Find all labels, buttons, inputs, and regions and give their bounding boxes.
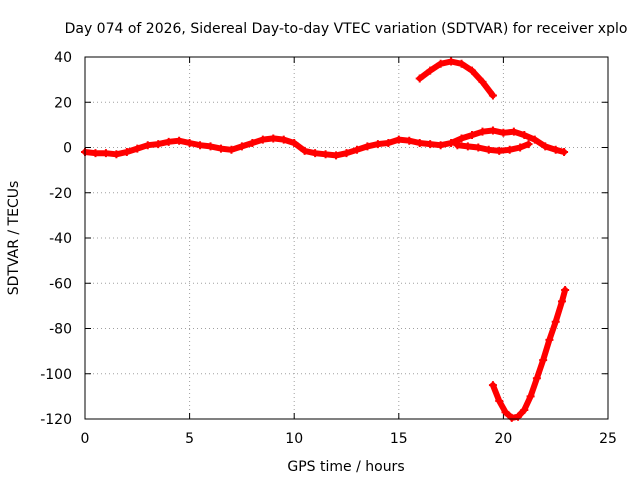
data-point-main-band xyxy=(488,126,497,135)
data-point-main-band xyxy=(101,149,110,158)
y-tick-label: -80 xyxy=(49,322,72,338)
x-tick-label: 15 xyxy=(390,431,408,447)
data-point-main-band xyxy=(373,140,382,149)
data-point-main-band xyxy=(415,138,424,147)
y-tick-label: -100 xyxy=(40,367,72,383)
data-point-upper-arc xyxy=(447,57,456,66)
data-point-secondary-band xyxy=(495,146,504,155)
data-point-main-band xyxy=(175,136,184,145)
data-point-main-band xyxy=(541,142,550,151)
data-point-lower-dip xyxy=(488,381,497,390)
data-point-main-band xyxy=(363,142,372,151)
y-tick-label: 20 xyxy=(54,95,72,111)
data-point-lower-dip xyxy=(539,356,548,365)
data-point-secondary-band xyxy=(524,140,533,149)
chart-title: Day 074 of 2026, Sidereal Day-to-day VTE… xyxy=(65,21,628,37)
x-tick-label: 25 xyxy=(599,431,617,447)
data-point-main-band xyxy=(300,146,309,155)
x-tick-label: 20 xyxy=(494,431,512,447)
data-point-main-band xyxy=(499,128,508,137)
y-tick-label: -60 xyxy=(49,276,72,292)
plot-frame xyxy=(84,56,609,420)
data-point-main-band xyxy=(551,145,560,154)
x-tick-label: 5 xyxy=(185,431,194,447)
data-point-main-band xyxy=(436,141,445,150)
data-point-main-band xyxy=(468,131,477,140)
data-point-main-band xyxy=(122,148,131,157)
data-point-main-band xyxy=(405,136,414,145)
data-point-secondary-band xyxy=(505,145,514,154)
data-point-main-band xyxy=(447,138,456,147)
data-point-upper-arc xyxy=(478,77,487,86)
y-tick-label: 0 xyxy=(63,141,72,157)
data-point-main-band xyxy=(520,131,529,140)
data-point-main-band xyxy=(143,141,152,150)
data-point-main-band xyxy=(352,145,361,154)
data-point-upper-arc xyxy=(426,66,435,75)
data-point-secondary-band xyxy=(484,145,493,154)
data-point-lower-dip xyxy=(532,374,541,383)
data-point-main-band xyxy=(279,135,288,144)
tick-layer: 0 5 10 15 20 25 -120 -100 -80 -60 -40 -20 0 20 40 xyxy=(40,50,617,447)
data-point-lower-dip xyxy=(561,286,570,295)
data-point-lower-dip xyxy=(501,408,510,417)
data-point-main-band xyxy=(258,135,267,144)
data-point-main-band xyxy=(227,145,236,154)
y-tick-label: -20 xyxy=(49,186,72,202)
data-point-lower-dip xyxy=(557,297,566,306)
data-point-secondary-band xyxy=(463,142,472,151)
x-tick-label: 10 xyxy=(285,431,303,447)
data-point-main-band xyxy=(269,134,278,143)
data-point-main-band xyxy=(216,144,225,153)
data-point-main-band xyxy=(185,138,194,147)
data-point-main-band xyxy=(478,127,487,136)
data-point-main-band xyxy=(196,141,205,150)
data-point-lower-dip xyxy=(551,317,560,326)
data-point-main-band xyxy=(342,149,351,158)
data-point-upper-arc xyxy=(415,74,424,83)
x-axis-label: GPS time / hours xyxy=(287,459,404,475)
data-point-upper-arc xyxy=(488,91,497,100)
data-point-main-band xyxy=(112,150,121,159)
data-point-main-band xyxy=(237,142,246,151)
data-point-main-band xyxy=(206,142,215,151)
data-point-main-band xyxy=(394,135,403,144)
data-point-main-band xyxy=(91,149,100,158)
series-line-upper-arc xyxy=(416,58,496,99)
data-point-lower-dip xyxy=(495,396,504,405)
data-point-lower-dip xyxy=(545,335,554,344)
data-point-main-band xyxy=(560,148,569,157)
data-point-main-band xyxy=(290,138,299,147)
data-point-upper-arc xyxy=(436,59,445,68)
grid-layer xyxy=(85,57,608,419)
y-tick-label: -120 xyxy=(40,412,72,428)
data-point-main-band xyxy=(321,150,330,159)
y-tick-label: 40 xyxy=(54,50,72,66)
data-point-main-band xyxy=(248,138,257,147)
data-point-secondary-band xyxy=(474,143,483,152)
data-point-main-band xyxy=(311,149,320,158)
data-point-main-band xyxy=(133,144,142,153)
data-point-main-band xyxy=(426,140,435,149)
data-point-main-band xyxy=(154,140,163,149)
data-point-upper-arc xyxy=(468,66,477,75)
y-tick-label: -40 xyxy=(49,231,72,247)
data-point-main-band xyxy=(384,138,393,147)
data-point-main-band xyxy=(164,137,173,146)
x-tick-label: 0 xyxy=(81,431,90,447)
data-point-lower-dip xyxy=(520,405,529,414)
data-point-upper-arc xyxy=(457,59,466,68)
data-point-main-band xyxy=(509,127,518,136)
data-point-lower-dip xyxy=(507,413,516,422)
data-point-main-band xyxy=(457,134,466,143)
data-point-lower-dip xyxy=(526,392,535,401)
data-point-secondary-band xyxy=(453,141,462,150)
data-point-main-band xyxy=(530,135,539,144)
data-point-main-band xyxy=(332,151,341,160)
data-point-secondary-band xyxy=(516,143,525,152)
data-layer xyxy=(81,57,570,422)
y-axis-label: SDTVAR / TECUs xyxy=(6,181,22,296)
